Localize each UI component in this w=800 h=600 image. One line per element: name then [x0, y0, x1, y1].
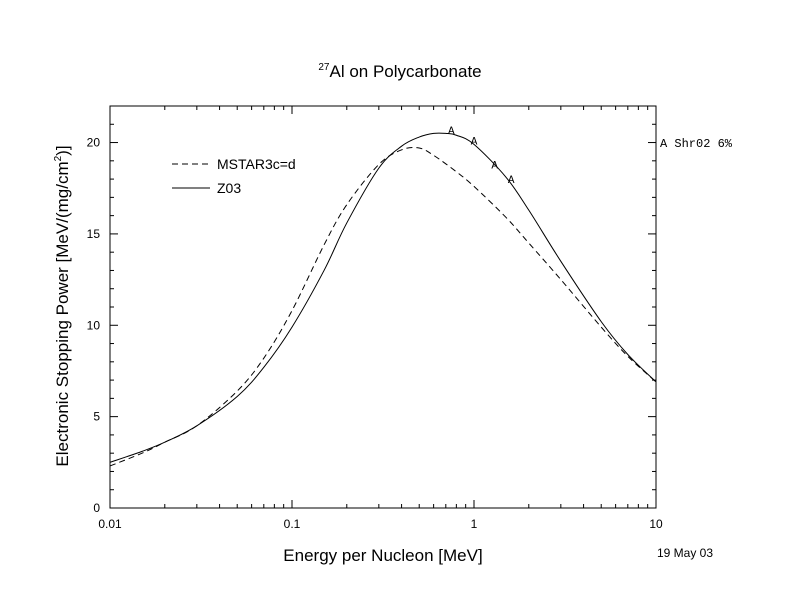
title-superscript: 27 — [318, 62, 330, 73]
series-line-z03 — [109, 132, 657, 463]
y-tick-label: 5 — [93, 410, 100, 424]
y-axis-label-prefix: Electronic Stopping Power [MeV/(mg/cm — [53, 161, 72, 467]
x-tick-label: 10 — [649, 517, 663, 531]
data-point-marker: A — [448, 126, 455, 138]
series-lines — [109, 132, 657, 467]
axis-ticks: 0.01 0.1 1 10 0 5 10 15 20 — [87, 105, 663, 531]
y-tick-label: 0 — [93, 501, 100, 515]
y-axis-label-sup: 2 — [53, 155, 64, 162]
reference-note: A Shr02 6% — [660, 137, 733, 151]
title-text: Al on Polycarbonate — [329, 62, 482, 81]
y-axis-label: Electronic Stopping Power [MeV/(mg/cm2)] — [53, 145, 73, 466]
plot-frame — [109, 105, 657, 509]
legend-label: Z03 — [217, 180, 241, 196]
y-tick-label: 10 — [87, 318, 101, 332]
data-point-marker: A — [491, 160, 498, 172]
y-axis-label-suffix: )] — [53, 145, 72, 156]
data-point-marker: A — [471, 137, 478, 149]
x-tick-label: 0.1 — [284, 517, 301, 531]
legend: MSTAR3c=d Z03 — [172, 156, 296, 196]
x-tick-label: 1 — [471, 517, 478, 531]
y-tick-label: 20 — [87, 136, 101, 150]
data-point-marker: A — [508, 175, 515, 187]
x-tick-label: 0.01 — [98, 517, 122, 531]
legend-label: MSTAR3c=d — [217, 156, 296, 172]
series-line-mstar — [109, 146, 657, 467]
chart-title: 27Al on Polycarbonate — [0, 62, 800, 82]
y-tick-label: 15 — [87, 227, 101, 241]
date-stamp: 19 May 03 — [657, 546, 714, 560]
x-axis-label: Energy per Nucleon [MeV] — [283, 546, 483, 565]
